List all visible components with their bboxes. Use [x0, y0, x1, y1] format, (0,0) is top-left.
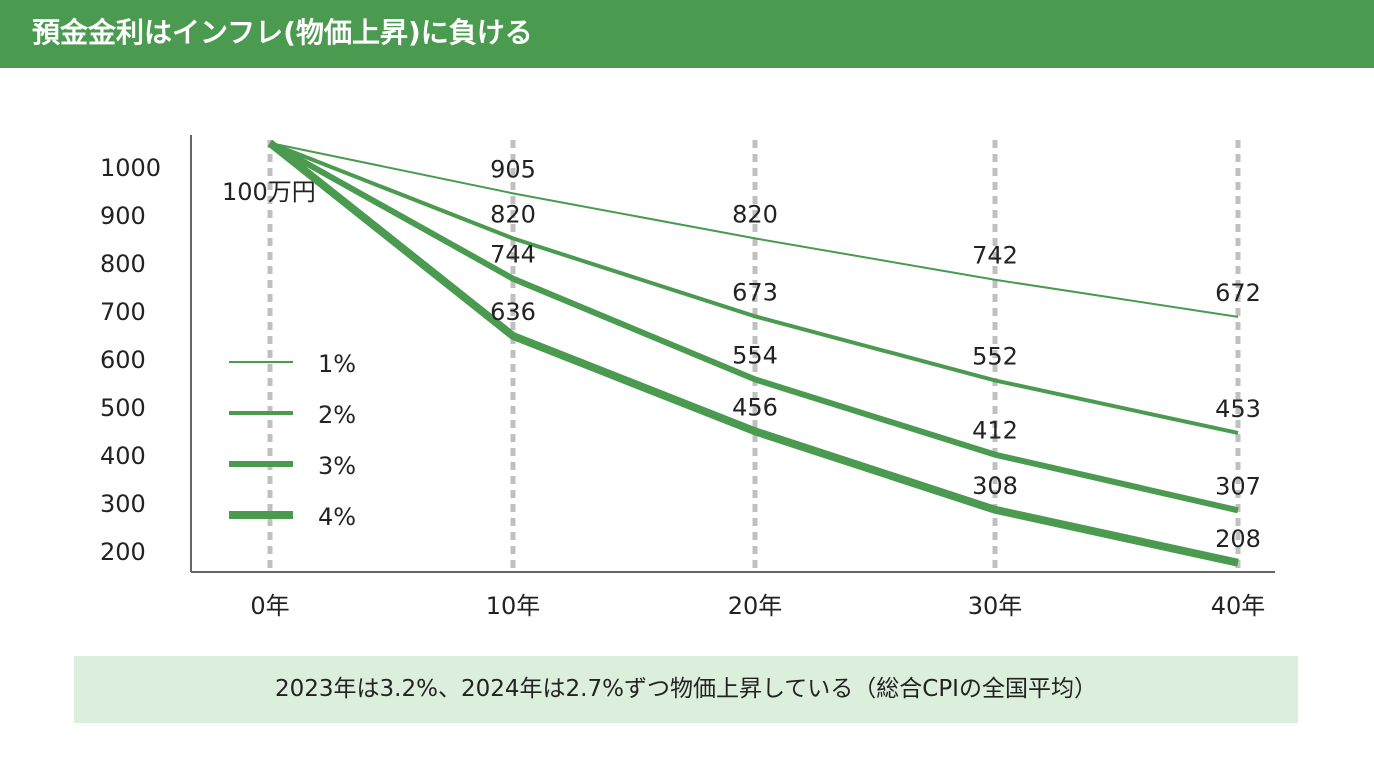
line-chart: 0年 10年 20年 30年 40年 1000 900 800 700 600 500 400 300 2…	[100, 135, 1275, 620]
data-label: 636	[490, 298, 536, 326]
page-title: 預金金利はインフレ(物価上昇)に負ける	[0, 0, 1374, 68]
series-line-1%	[269, 142, 1239, 318]
y-tick-label: 800	[100, 250, 146, 278]
x-tick-label: 40年	[1211, 592, 1266, 620]
data-label: 672	[1215, 279, 1261, 307]
start-label: 100万円	[222, 178, 316, 206]
data-label: 673	[732, 278, 778, 306]
y-tick-label: 400	[100, 442, 146, 470]
data-label: 456	[732, 393, 778, 421]
series-line-4%	[267, 139, 1239, 567]
legend-label: 1%	[318, 350, 356, 378]
data-label: 554	[732, 341, 778, 369]
legend-label: 2%	[318, 401, 356, 429]
y-tick-label: 300	[100, 490, 146, 518]
x-tick-label: 10年	[486, 592, 541, 620]
y-tick-label: 600	[100, 346, 146, 374]
legend-label: 4%	[318, 503, 356, 531]
x-tick-label: 30年	[968, 592, 1023, 620]
y-tick-label: 200	[100, 538, 146, 566]
y-tick-label: 1000	[100, 154, 161, 182]
data-label: 308	[972, 472, 1018, 500]
data-label: 744	[490, 241, 536, 269]
data-label: 307	[1215, 472, 1261, 500]
y-tick-label: 500	[100, 394, 146, 422]
data-label: 820	[490, 200, 536, 228]
series-line-3%	[268, 140, 1239, 514]
data-label: 820	[732, 200, 778, 228]
data-label: 412	[972, 417, 1018, 445]
x-tick-label: 20年	[728, 592, 783, 620]
data-label: 552	[972, 342, 1018, 370]
data-label: 208	[1215, 525, 1261, 553]
data-label: 905	[490, 155, 536, 183]
y-tick-label: 900	[100, 202, 146, 230]
series-line-2%	[269, 141, 1239, 435]
footnote: 2023年は3.2%、2024年は2.7%ずつ物価上昇している（総合CPIの全国…	[74, 656, 1298, 723]
data-label: 742	[972, 242, 1018, 270]
y-tick-label: 700	[100, 298, 146, 326]
legend-label: 3%	[318, 452, 356, 480]
data-label: 453	[1215, 395, 1261, 423]
x-tick-label: 0年	[250, 592, 289, 620]
